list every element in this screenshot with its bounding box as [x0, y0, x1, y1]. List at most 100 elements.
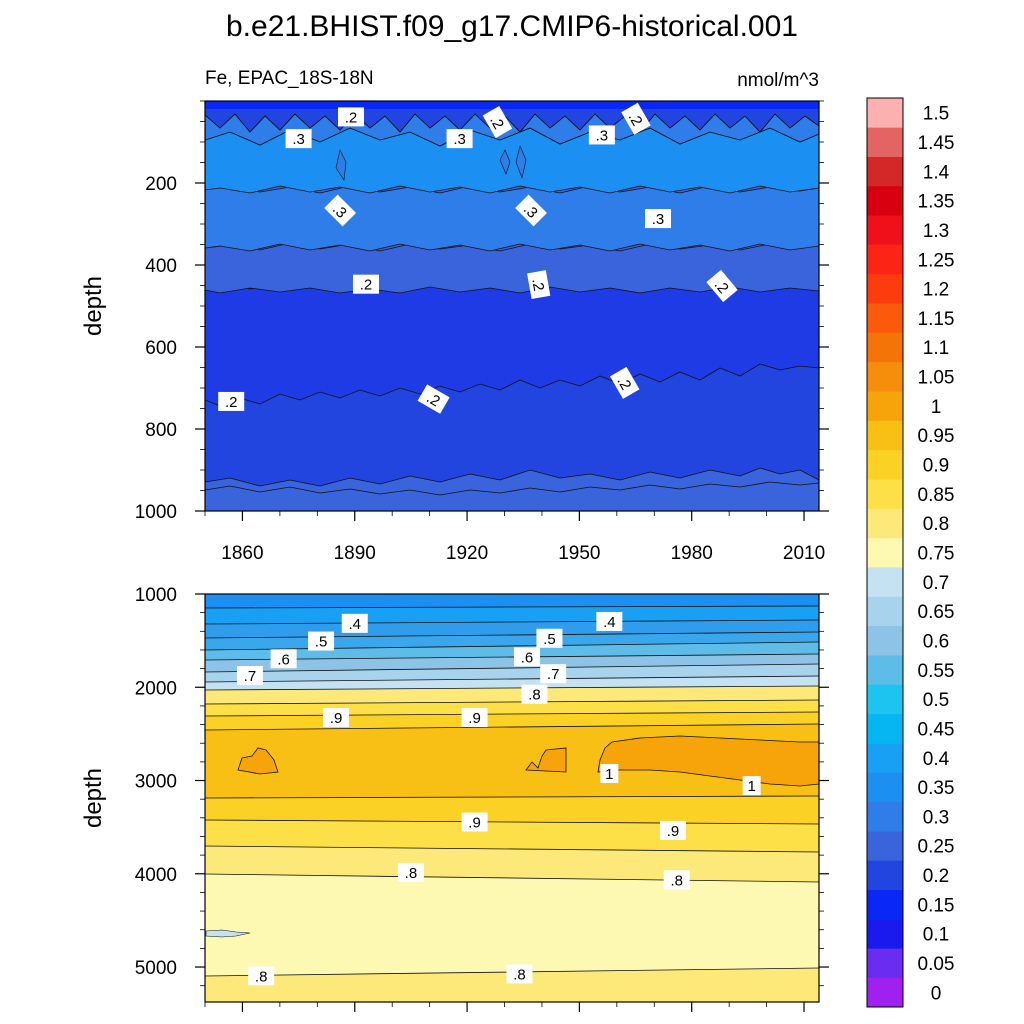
colorbar-swatch — [867, 567, 903, 597]
contour-label: .7 — [236, 666, 263, 686]
y-tick-label: 3000 — [135, 772, 177, 793]
colorbar-swatch — [867, 860, 903, 891]
contour-label-box — [285, 129, 312, 149]
contour-label: .5 — [536, 628, 563, 648]
lower-contour-line — [205, 699, 819, 705]
colorbar-swatch — [867, 98, 903, 128]
colorbar-labels: 0 0.05 0.1 0.15 0.2 0.25 0.3 0.35 0.4 0.45 0.5 0.55… — [918, 104, 955, 1005]
contour-label-box — [663, 870, 690, 890]
contour-label: .8 — [397, 862, 424, 882]
contour-label-text: .2 — [528, 277, 547, 292]
colorbar-label: 1.15 — [918, 309, 955, 330]
contour-label: 1 — [600, 763, 619, 783]
contour-label: .6 — [513, 647, 540, 667]
contour-label-box — [324, 194, 357, 227]
contour-label-text: .8 — [528, 687, 541, 704]
y-tick-label: 4000 — [135, 865, 177, 886]
contour-label: .9 — [323, 708, 350, 728]
contour-label: .3 — [285, 129, 312, 149]
contour-label: .8 — [248, 966, 275, 986]
y-tick-label: 1000 — [135, 585, 177, 606]
colorbar: 0 0.05 0.1 0.15 0.2 0.25 0.3 0.35 0.4 0.45 0.5 0.55… — [866, 97, 955, 1008]
contour-label-text: .5 — [543, 631, 556, 648]
colorbar-label: 0.65 — [918, 602, 955, 623]
contour-label-text: .8 — [670, 872, 683, 889]
colorbar-swatch — [867, 596, 903, 627]
contour-label-text: .9 — [330, 710, 343, 727]
lower-contour-line — [205, 605, 819, 609]
colorbar-label: 0.85 — [918, 485, 955, 506]
lower-contour-labels: .4 .5 .6 .7 .9 .4 .5 .6 .7 .8 .9 1 1 .9 .9 .8 .8 .8 .8 — [236, 611, 761, 986]
upper-deep-contour — [205, 481, 819, 496]
colorbar-label: 0.35 — [918, 778, 955, 799]
contour-label: .3 — [515, 194, 547, 227]
contour-label-box — [461, 812, 488, 832]
x-tick-label: 1860 — [221, 543, 263, 564]
contour-label: .3 — [588, 125, 615, 145]
contour-label: .2 — [621, 102, 651, 135]
lower-contour-line — [205, 631, 819, 639]
lower-contour-line — [205, 675, 819, 683]
colorbar-swatch — [867, 391, 903, 421]
lower-contour-lines — [205, 605, 819, 977]
colorbar-swatch — [867, 273, 903, 304]
lower-warm-core — [597, 735, 819, 787]
colorbar-swatch — [867, 801, 903, 832]
contour-label: .5 — [308, 631, 335, 651]
contour-label-text: .8 — [405, 865, 418, 882]
units-label: nmol/m^3 — [737, 70, 819, 91]
x-tick-label: 1950 — [558, 543, 600, 564]
y-tick-label: 600 — [145, 338, 177, 359]
contour-label-box — [536, 628, 563, 648]
contour-label-box — [621, 102, 651, 135]
panel-subtitle-left: Fe, EPAC_18S-18N — [205, 68, 374, 89]
colorbar-swatch — [867, 684, 903, 715]
contour-label-text: 1 — [605, 766, 613, 783]
colorbar-label: 0.95 — [918, 426, 955, 447]
contour-label-text: .8 — [255, 968, 268, 985]
contour-label-box — [341, 613, 368, 633]
colorbar-swatch — [867, 743, 903, 773]
contour-label-box — [308, 631, 335, 651]
contour-label: .2 — [706, 269, 738, 303]
lower-contour-line — [205, 819, 819, 825]
figure-title: b.e21.BHIST.f09_g17.CMIP6-historical.001 — [226, 10, 798, 43]
contour-label-box — [596, 611, 623, 631]
upper-panel: .2 .3 .3 .2 .3 .2 .3 .3 .3 .2 .2 .2 .2 .2 .2 200 400 600… — [80, 100, 829, 564]
upper-eddy-3 — [515, 145, 527, 180]
contour-label: .8 — [521, 684, 548, 704]
lower-band-09b — [205, 796, 819, 824]
colorbar-swatch — [867, 361, 903, 392]
y-tick-label: 400 — [145, 256, 177, 277]
contour-label-text: .9 — [468, 710, 481, 727]
contour-label: .8 — [663, 870, 690, 890]
upper-y-ticks: 200 400 600 800 1000 — [135, 100, 829, 523]
contour-label-box — [446, 129, 473, 149]
contour-label-box — [513, 647, 540, 667]
colorbar-label: 0.9 — [923, 456, 949, 477]
colorbar-swatch — [867, 625, 903, 656]
contour-label-text: .3 — [292, 131, 305, 148]
contour-label-text: .8 — [513, 966, 526, 983]
contour-label-text: .3 — [652, 211, 665, 228]
contour-label-text: .3 — [596, 127, 609, 144]
contour-label: .3 — [645, 209, 672, 229]
lower-band-035 — [205, 594, 819, 608]
contour-label: .2 — [338, 107, 365, 127]
upper-surface-layer — [205, 101, 819, 109]
colorbar-label: 0.3 — [923, 807, 949, 828]
contour-label: .9 — [461, 812, 488, 832]
contour-label-box — [461, 708, 488, 728]
colorbar-swatch — [867, 449, 903, 480]
upper-ylabel: depth — [80, 276, 107, 336]
colorbar-swatch — [867, 215, 903, 245]
contour-label-box — [659, 820, 686, 840]
colorbar-frame — [866, 97, 904, 1008]
lower-contour-line — [205, 723, 819, 731]
lower-contour-line — [205, 711, 819, 717]
contour-label-box — [527, 270, 551, 300]
contour-label: .9 — [659, 820, 686, 840]
colorbar-label: 1.2 — [923, 280, 949, 301]
colorbar-swatch — [867, 537, 903, 568]
